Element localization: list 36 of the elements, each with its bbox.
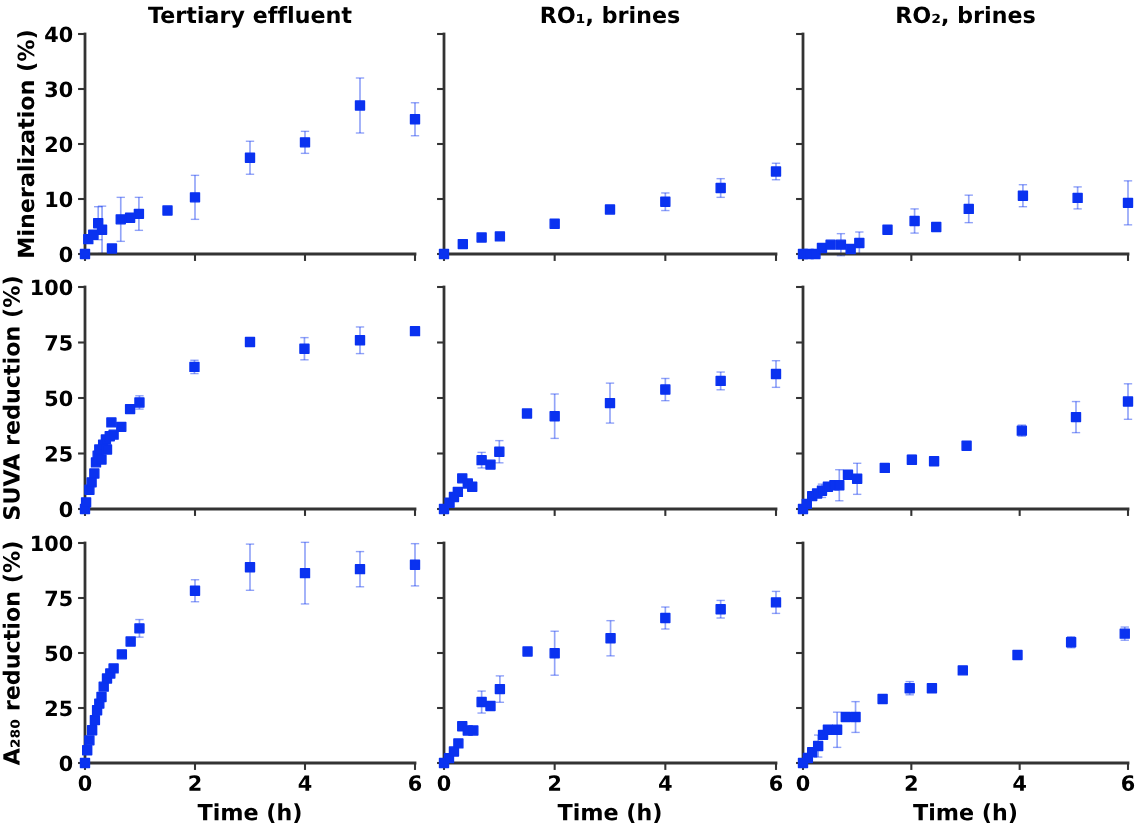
x-tick-label: 2 <box>189 775 201 791</box>
x-axis-title: Time (h) <box>557 803 661 824</box>
y-tick-label: 50 <box>45 390 73 407</box>
y-axis-title: A₂₈₀ reduction (%) <box>2 542 23 766</box>
x-tick-label: 0 <box>78 775 92 791</box>
y-tick-label: 100 <box>32 279 73 296</box>
y-tick-label: 75 <box>45 335 72 351</box>
y-tick-label: 0 <box>59 501 73 518</box>
chart-title: RO₂, brines <box>897 6 1035 27</box>
x-tick-label: 4 <box>1013 775 1026 791</box>
y-axis-title: Mineralization (%) <box>17 31 37 257</box>
x-axis-title: Time (h) <box>913 803 1017 824</box>
x-tick-label: 6 <box>409 775 422 791</box>
y-tick-label: 25 <box>45 700 72 717</box>
chart-title: Tertiary effluent <box>148 6 352 28</box>
x-tick-label: 0 <box>796 775 810 791</box>
y-tick-label: 0 <box>59 755 73 772</box>
x-tick-label: 6 <box>770 775 783 791</box>
x-tick-label: 2 <box>549 775 561 791</box>
x-tick-label: 0 <box>437 775 451 791</box>
y-tick-label: 50 <box>45 645 73 662</box>
y-tick-label: 0 <box>59 246 73 263</box>
x-tick-label: 2 <box>905 775 917 791</box>
x-tick-label: 6 <box>1122 775 1135 791</box>
y-axis-title: SUVA reduction (%) <box>2 277 23 520</box>
y-tick-label: 20 <box>45 136 73 153</box>
y-tick-label: 75 <box>45 590 72 607</box>
y-tick-label: 10 <box>46 191 73 208</box>
chart-title: RO₁, brines <box>541 6 680 27</box>
x-tick-label: 4 <box>659 775 672 791</box>
x-axis-title: Time (h) <box>197 803 301 824</box>
x-tick-label: 4 <box>298 775 312 791</box>
y-tick-label: 25 <box>45 445 72 462</box>
y-tick-label: 30 <box>45 81 73 98</box>
y-tick-label: 100 <box>32 535 73 552</box>
y-tick-label: 40 <box>45 26 73 43</box>
